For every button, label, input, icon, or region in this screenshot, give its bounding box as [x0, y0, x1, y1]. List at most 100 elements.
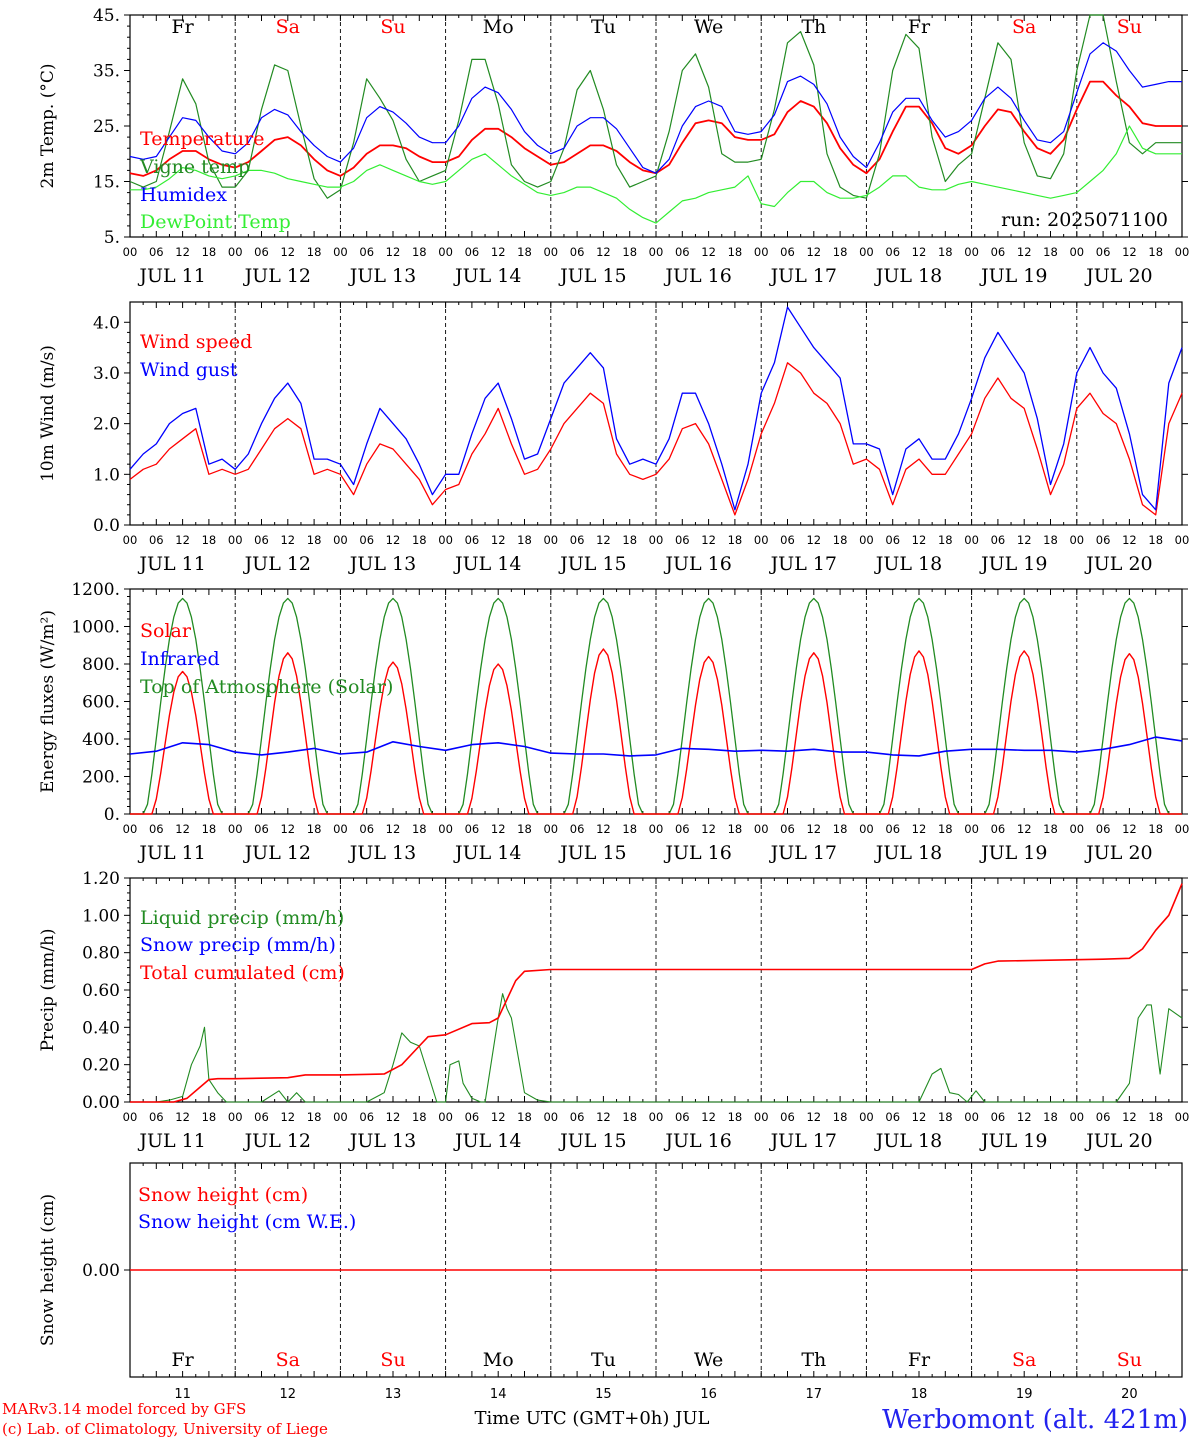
hour-label: 06 [465, 245, 480, 259]
hour-label: 18 [517, 533, 532, 547]
hour-label: 18 [622, 1110, 637, 1124]
hour-label: 18 [412, 245, 427, 259]
hour-label: 06 [570, 533, 585, 547]
day-name-top: We [694, 16, 723, 38]
run-label: run: 2025071100 [1001, 209, 1168, 231]
series-humidex [129, 42, 1182, 174]
hour-label: 06 [885, 1110, 900, 1124]
hour-label: 06 [1096, 245, 1111, 259]
hour-label: 00 [649, 245, 664, 259]
hour-label: 12 [1122, 1110, 1137, 1124]
hour-label: 06 [149, 822, 164, 836]
date-label: JUL 11 [137, 1130, 205, 1152]
y-tick-label: 4.0 [93, 313, 120, 333]
hour-label: 12 [701, 1110, 716, 1124]
hour-label: 06 [1096, 1110, 1111, 1124]
hour-label: 12 [1017, 822, 1032, 836]
date-label: JUL 18 [874, 1130, 942, 1152]
hour-label: 12 [491, 822, 506, 836]
hour-label: 06 [149, 533, 164, 547]
hour-label: 18 [202, 822, 217, 836]
hour-label: 12 [175, 1110, 190, 1124]
hour-label: 12 [701, 245, 716, 259]
day-name-bottom: Mo [483, 1349, 514, 1371]
hour-label: 00 [964, 1110, 979, 1124]
hour-label: 06 [780, 822, 795, 836]
legend-snow-height: Snow height (cm) [138, 1184, 308, 1206]
legend-vigne-temp: Vigne temp [139, 156, 250, 178]
hour-label: 12 [491, 245, 506, 259]
hour-label: 00 [754, 533, 769, 547]
hour-label: 12 [280, 822, 295, 836]
hour-label: 06 [254, 245, 269, 259]
date-label: JUL 16 [663, 553, 731, 575]
hour-label: 06 [991, 822, 1006, 836]
day-name-bottom: Tu [591, 1349, 616, 1371]
date-label: JUL 20 [1084, 553, 1152, 575]
hour-label: 12 [806, 822, 821, 836]
legend-dewpoint: DewPoint Temp [140, 211, 291, 233]
hour-label: 18 [1148, 533, 1163, 547]
date-number: 11 [174, 1387, 191, 1402]
hour-label: 18 [202, 533, 217, 547]
hour-label: 18 [517, 245, 532, 259]
hour-label: 18 [728, 533, 743, 547]
y-tick-label: 1.0 [93, 465, 120, 485]
panel-1: 5. 15. 25. 35. 45. 2m Temp. (°C) 00 06 12 18 00 06 1… [38, 6, 1189, 287]
panel-1-legend: Temperature Vigne temp Humidex DewPoint … [139, 128, 291, 233]
hour-label: 12 [1122, 822, 1137, 836]
date-number: 18 [911, 1387, 928, 1402]
y-tick-label: 200. [82, 768, 120, 788]
hour-label: 00 [1175, 1110, 1190, 1124]
hour-label: 12 [701, 533, 716, 547]
hour-label: 18 [307, 245, 322, 259]
hour-label: 00 [859, 1110, 874, 1124]
day-name-top: Th [801, 16, 826, 38]
hour-label: 12 [491, 1110, 506, 1124]
y-tick-label: 800. [82, 655, 120, 675]
hour-label: 12 [386, 822, 401, 836]
hour-label: 18 [517, 822, 532, 836]
hour-label: 18 [1148, 1110, 1163, 1124]
hour-label: 06 [359, 533, 374, 547]
hour-label: 00 [964, 245, 979, 259]
hour-label: 12 [386, 533, 401, 547]
hour-label: 00 [964, 822, 979, 836]
panels: 5. 15. 25. 35. 45. 2m Temp. (°C) 00 06 12 18 00 06 1… [38, 6, 1189, 1402]
date-label: JUL 17 [769, 1130, 837, 1152]
date-label: JUL 19 [979, 265, 1047, 287]
hour-label: 12 [386, 245, 401, 259]
hour-label: 06 [359, 822, 374, 836]
hour-label: 18 [833, 533, 848, 547]
hour-label: 00 [649, 533, 664, 547]
date-label: JUL 12 [243, 1130, 311, 1152]
hour-label: 12 [175, 822, 190, 836]
day-name-bottom: Fr [908, 1349, 931, 1371]
hour-label: 00 [754, 822, 769, 836]
footer-model: MARv3.14 model forced by GFS [2, 1400, 246, 1418]
day-name-top: Sa [276, 16, 300, 38]
hour-label: 00 [438, 245, 453, 259]
date-label: JUL 20 [1084, 1130, 1152, 1152]
date-number: 20 [1121, 1387, 1138, 1402]
hour-label: 06 [991, 1110, 1006, 1124]
hour-label: 12 [1122, 533, 1137, 547]
hour-label: 12 [1017, 533, 1032, 547]
hour-label: 00 [754, 1110, 769, 1124]
hour-label: 18 [728, 822, 743, 836]
hour-label: 18 [833, 822, 848, 836]
hour-label: 06 [675, 533, 690, 547]
hour-label: 00 [123, 533, 138, 547]
hour-label: 06 [780, 533, 795, 547]
series-wind-gust [129, 306, 1183, 511]
hour-label: 18 [202, 1110, 217, 1124]
hour-label: 12 [1017, 245, 1032, 259]
y-tick-label: 25. [93, 117, 120, 137]
series-infrared [129, 736, 1183, 757]
hour-label: 06 [885, 245, 900, 259]
date-label: JUL 13 [348, 553, 416, 575]
hour-label: 12 [280, 1110, 295, 1124]
date-label: JUL 17 [769, 553, 837, 575]
y-axis-label: Precip (mm/h) [38, 928, 58, 1051]
